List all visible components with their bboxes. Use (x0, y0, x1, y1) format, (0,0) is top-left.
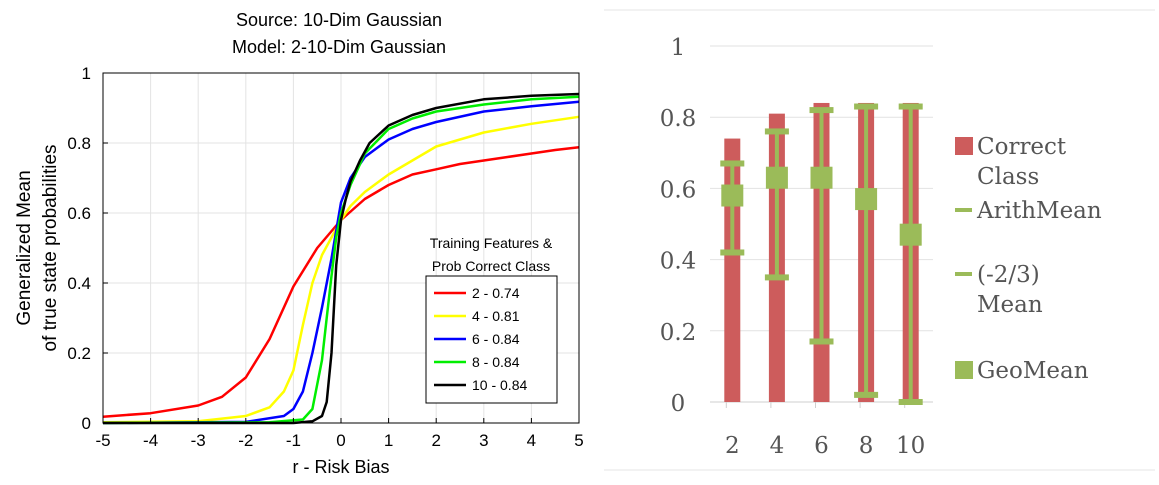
series-line-3 (102, 95, 580, 425)
legend-swatch-1 (955, 208, 972, 212)
series-line-1 (102, 115, 580, 424)
arith-mean-dash-4 (898, 103, 923, 110)
y-tick-label: 0.6 (67, 204, 91, 223)
geomean-square-4 (899, 223, 922, 246)
y-tick-label: 0 (82, 414, 91, 433)
x-axis-label: r - Risk Bias (292, 457, 389, 477)
y-tick-label: 0.8 (67, 134, 91, 153)
y-tick-label: 0 (671, 391, 686, 417)
x-tick-label: 2 (431, 431, 440, 450)
y-tick-label: 0.2 (660, 320, 697, 346)
legend-label-line: GeoMean (977, 358, 1089, 384)
legend-label-line: Class (977, 164, 1039, 190)
y-tick-label: 0.2 (67, 344, 91, 363)
arith-mean-dash-0 (720, 160, 745, 167)
y-tick-label: 0.4 (67, 274, 91, 293)
x-tick-label: 0 (336, 431, 345, 450)
y-tick-label: 0.4 (660, 249, 697, 275)
legend-label: 6 - 0.84 (472, 331, 520, 347)
chart-title-line: Source: 10-Dim Gaussian (236, 10, 442, 30)
x-tick-label: -1 (286, 431, 301, 450)
y-axis-label-line: Generalized Mean (14, 170, 35, 325)
y-tick-label: 1 (671, 35, 686, 61)
y-axis-label-line: of true state probabilities (40, 144, 61, 351)
chart-title-line: Model: 2-10-Dim Gaussian (232, 37, 446, 57)
legend-swatch-3 (955, 361, 973, 379)
neg-two-thirds-mean-dash-4 (898, 399, 923, 405)
geomean-square-0 (721, 184, 744, 207)
series-line-0 (102, 145, 580, 418)
x-tick-label: 4 (770, 433, 785, 459)
legend-label-line: (-2/3) (977, 262, 1040, 288)
neg-two-thirds-mean-dash-1 (764, 274, 789, 281)
neg-two-thirds-mean-dash-3 (854, 391, 879, 398)
legend-swatch-2 (955, 272, 972, 276)
arith-mean-dash-3 (854, 103, 879, 110)
x-tick-label: -3 (191, 431, 206, 450)
x-tick-label: 3 (479, 431, 488, 450)
geomean-square-2 (810, 166, 833, 189)
geomean-square-1 (765, 166, 788, 189)
right-chart-panel: 0 0.2 0.4 0.6 0.8 1 2 4 6 8 10 Correct Class ArithMea… (600, 0, 1159, 480)
legend-title-line: Training Features & (430, 235, 553, 251)
x-tick-label: 2 (725, 433, 740, 459)
y-tick-label: 0.6 (660, 177, 697, 203)
arith-mean-dash-2 (809, 107, 834, 114)
x-tick-label: -4 (143, 431, 158, 450)
legend-label: 10 - 0.84 (472, 377, 527, 393)
left-line-chart: -5 -4 -3 -2 -1 0 1 2 3 4 5 0 0.2 0.4 0.6 0.8 1 Source: 10… (14, 10, 584, 477)
legend-label: 2 - 0.74 (472, 285, 520, 301)
legend-label: 4 - 0.81 (472, 308, 520, 324)
legend-label-line: ArithMean (976, 198, 1102, 224)
x-tick-label: 8 (859, 433, 874, 459)
legend-swatch-0 (955, 137, 973, 155)
neg-two-thirds-mean-dash-0 (720, 249, 745, 256)
geomean-square-3 (855, 188, 878, 211)
y-tick-label: 1 (82, 64, 91, 83)
legend-label: 8 - 0.84 (472, 354, 520, 370)
right-bar-chart: 0 0.2 0.4 0.6 0.8 1 2 4 6 8 10 Correct Class ArithMea… (604, 9, 1155, 471)
y-tick-label: 0.8 (660, 106, 697, 132)
x-tick-label: 5 (574, 431, 583, 450)
series-line-4 (103, 92, 580, 425)
legend-label-line: Correct (977, 134, 1067, 160)
x-tick-label: 6 (814, 433, 829, 459)
series-line-2 (102, 100, 580, 425)
x-tick-label: -5 (95, 431, 110, 450)
left-chart-panel: -5 -4 -3 -2 -1 0 1 2 3 4 5 0 0.2 0.4 0.6 0.8 1 Source: 10… (14, 10, 584, 477)
x-tick-label: 4 (527, 431, 536, 450)
x-tick-label: -2 (238, 431, 253, 450)
x-tick-label: 1 (384, 431, 393, 450)
x-tick-label: 10 (896, 433, 925, 459)
legend-title-line: Prob Correct Class (432, 258, 550, 274)
legend-label-line: Mean (977, 292, 1043, 318)
arith-mean-dash-1 (764, 128, 789, 135)
neg-two-thirds-mean-dash-2 (809, 338, 834, 345)
